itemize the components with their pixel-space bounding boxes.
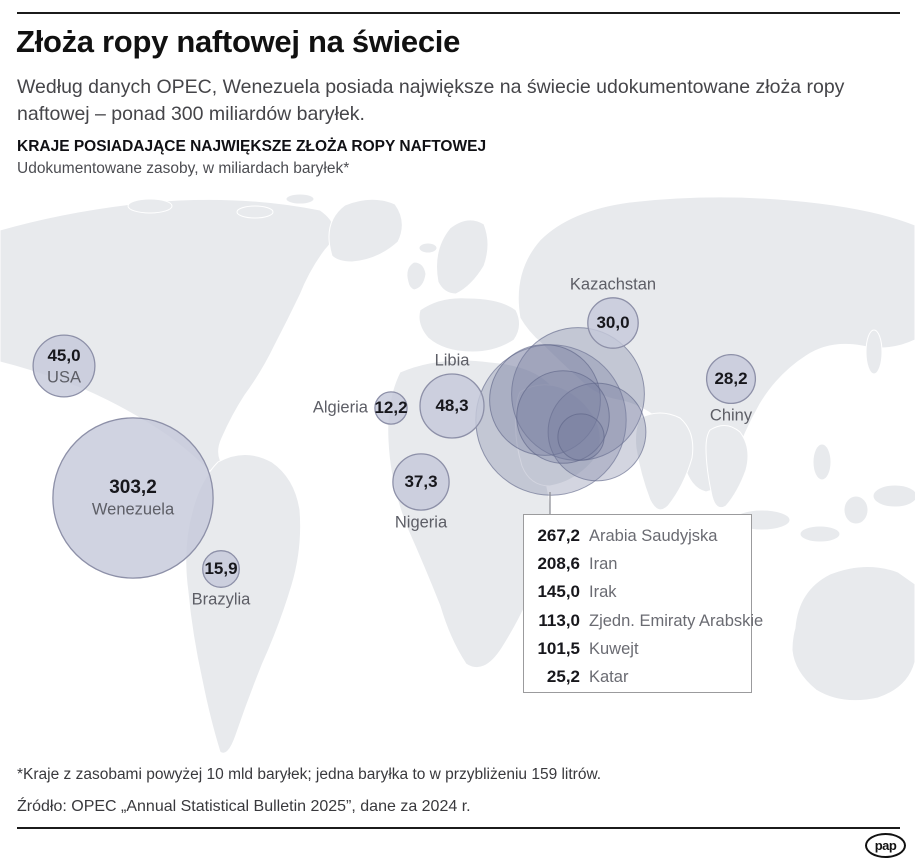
islands-philippines xyxy=(812,443,832,481)
legend-row: 113,0 Zjedn. Emiraty Arabskie xyxy=(524,607,763,635)
source-line: Źródło: OPEC „Annual Statistical Bulleti… xyxy=(17,798,471,815)
islands-indonesia xyxy=(843,495,869,525)
top-rule xyxy=(17,12,900,14)
bubble-nigeria xyxy=(392,453,450,511)
bottom-rule xyxy=(17,827,900,829)
legend-country: Kuwejt xyxy=(589,639,639,658)
pap-logo-text: pap xyxy=(874,838,897,853)
cluster-bubble-irak xyxy=(489,344,601,456)
section-title: KRAJE POSIADAJĄCE NAJWIĘKSZE ZŁOŻA ROPY … xyxy=(17,138,487,155)
section-subtitle: Udokumentowane zasoby, w miliardach bary… xyxy=(17,160,350,177)
legend-row: 25,2 Katar xyxy=(524,663,751,691)
legend-row: 101,5 Kuwejt xyxy=(524,635,751,663)
region-scandinavia xyxy=(436,219,489,295)
country-bubbles-layer xyxy=(32,297,757,588)
intro-text: Według danych OPEC, Wenezuela posiada na… xyxy=(17,76,845,125)
legend-country: Iran xyxy=(589,555,618,574)
footnote: *Kraje z zasobami powyżej 10 mld baryłek… xyxy=(17,766,602,783)
legend-country: Arabia Saudyjska xyxy=(589,527,718,545)
legend-value: 101,5 xyxy=(537,638,580,658)
island-japan xyxy=(865,329,883,375)
legend-value: 208,6 xyxy=(537,554,580,574)
legend-row: 145,0 Irak xyxy=(524,578,751,606)
legend-country: Zjedn. Emiraty Arabskie xyxy=(589,611,764,630)
legend-country: Irak xyxy=(589,583,617,602)
bubble-usa xyxy=(32,334,96,398)
legend-country: Katar xyxy=(589,667,629,686)
islands-arctic xyxy=(236,205,274,219)
bubble-kazachstan xyxy=(587,297,639,349)
continent-south-america xyxy=(185,454,302,754)
bubble-brazylia xyxy=(202,550,240,588)
continents-layer xyxy=(0,193,915,754)
cluster-bubble-zjedn-emiraty-arabskie xyxy=(547,382,647,482)
bubble-algieria xyxy=(374,391,408,425)
cluster-bubble-kuwejt xyxy=(516,370,610,464)
island-iceland xyxy=(418,242,438,254)
bubble-chiny xyxy=(705,353,757,405)
legend-value: 145,0 xyxy=(537,582,580,602)
pap-logo: pap xyxy=(865,833,906,858)
cluster-bubble-katar xyxy=(557,413,605,461)
continent-asia xyxy=(517,196,915,493)
legend-value: 113,0 xyxy=(538,610,580,630)
bubble-wenezuela xyxy=(52,417,214,579)
legend-row: 208,6 Iran xyxy=(524,550,751,578)
legend-value: 267,2 xyxy=(537,526,580,545)
middle-east-legend: 267,2 Arabia Saudyjska 208,6 Iran 145,0 … xyxy=(523,514,763,693)
region-india xyxy=(635,412,694,511)
continent-australia xyxy=(791,565,915,702)
islands-indonesia xyxy=(799,525,841,543)
island-britain xyxy=(406,261,427,291)
region-se-asia xyxy=(705,425,749,509)
page-title: Złoża ropy naftowej na świecie xyxy=(16,24,461,59)
continent-europe xyxy=(418,297,520,353)
middle-east-cluster-layer xyxy=(475,327,647,496)
islands-arctic xyxy=(285,193,315,205)
legend-value: 25,2 xyxy=(546,666,580,686)
bubble-libia xyxy=(419,373,485,439)
legend-row: 267,2 Arabia Saudyjska xyxy=(524,522,751,550)
continent-greenland xyxy=(328,198,403,263)
islands-arctic xyxy=(127,198,173,214)
island-new-guinea xyxy=(872,484,915,508)
